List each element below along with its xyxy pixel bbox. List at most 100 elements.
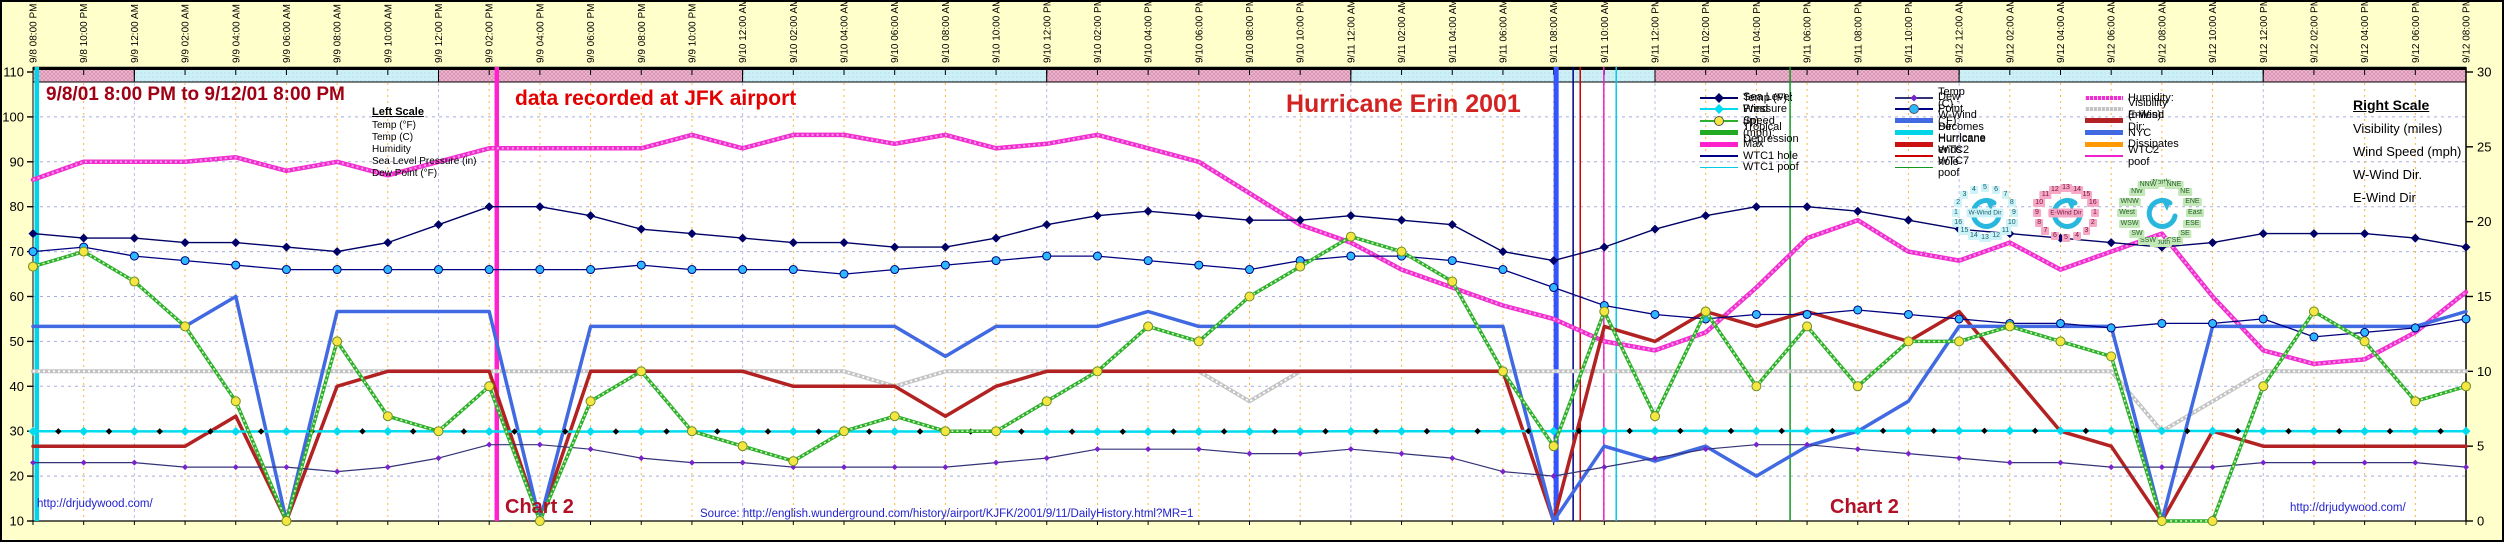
compass-label: 9 — [2010, 209, 2018, 217]
legend-label: WTC1 poof — [1743, 161, 1799, 174]
chart2-label-right: Chart 2 — [1830, 496, 1899, 518]
legend-key-swatch — [2085, 151, 2123, 161]
compass-label: 6 — [2050, 232, 2059, 241]
compass-label: 15 — [1958, 226, 1971, 235]
series-dew-point-f- — [28, 242, 2471, 342]
page-title: Hurricane Erin 2001 — [1286, 90, 1521, 118]
compass-label: 14 — [1967, 232, 1980, 241]
svg-text:9/9 04:00 PM: 9/9 04:00 PM — [535, 4, 546, 63]
svg-text:9/9 08:00 AM: 9/9 08:00 AM — [333, 4, 344, 63]
compass-label: ESE — [2183, 220, 2202, 229]
right-scale-title: Right Scale — [2353, 97, 2430, 113]
svg-text:110: 110 — [3, 65, 24, 80]
svg-text:9/11 08:00 AM: 9/11 08:00 AM — [1549, 0, 1560, 63]
right-scale-item: Visibility (miles) — [2353, 121, 2443, 136]
svg-text:9/12 02:00 PM: 9/12 02:00 PM — [2309, 0, 2320, 63]
legend-label: Wind Speed (mph): — [1743, 102, 1775, 139]
compass-label: 3 — [2082, 226, 2091, 235]
svg-text:90: 90 — [10, 154, 24, 169]
svg-text:9/10 10:00 PM: 9/10 10:00 PM — [1296, 0, 1307, 63]
legend-column: Temp (F).: Sea Level Pressure (in): Wind S… — [1700, 91, 1799, 174]
legend-item: WTC2 hole — [1895, 144, 1986, 168]
drjudywood-url-left: http://drjudywood.com/ — [37, 498, 153, 510]
compass-label: ENE — [2183, 197, 2202, 206]
compass-label: NW — [2129, 187, 2145, 196]
left-scale-items: Temp (°F) Temp (C) Humidity Sea Level Press… — [372, 120, 477, 180]
legend-label: Max — [1743, 138, 1764, 151]
legend-label: WTC1 hole — [1743, 149, 1799, 162]
legend-item: Temp (F).: — [1700, 92, 1799, 104]
legend-key-swatch — [2085, 128, 2123, 138]
compass-label: 7 — [2001, 191, 2010, 200]
svg-text:20: 20 — [2477, 214, 2491, 229]
legend-item: WTC7 poof — [1895, 155, 1986, 179]
compass-label: 5 — [1981, 184, 1989, 192]
svg-text:60: 60 — [10, 289, 24, 304]
svg-text:9/9 02:00 PM: 9/9 02:00 PM — [485, 4, 496, 63]
svg-text:9/9 06:00 PM: 9/9 06:00 PM — [586, 4, 597, 63]
svg-text:9/10 06:00 PM: 9/10 06:00 PM — [1194, 0, 1205, 63]
svg-text:9/12 06:00 AM: 9/12 06:00 AM — [2107, 0, 2118, 63]
compass-label: 4 — [2073, 232, 2082, 241]
compass-label: SW — [2129, 230, 2145, 239]
compass-label: 11 — [1999, 226, 2012, 235]
legend-marker — [1909, 104, 1919, 115]
compass-rose-e-wind-dir: 13 14 15 16 1 2 3 4 5 6 7 8 9 10 11 12 E-Wind Dir — [1996, 158, 2136, 268]
left-scale-item: Sea Level Pressure (in) — [372, 156, 477, 167]
legend-label: Temp (C).: — [1938, 85, 1965, 110]
legend-item: E-Wind Dir: — [2085, 109, 2179, 133]
legend-marker — [1714, 115, 1724, 126]
legend-label: E-Wind Dir: — [2128, 108, 2165, 133]
legend-label: Becomes Hurricane — [1938, 120, 1986, 145]
compass-label: 1 — [1952, 209, 1960, 217]
svg-text:9/12 12:00 PM: 9/12 12:00 PM — [2259, 0, 2270, 63]
svg-text:9/12 02:00 AM: 9/12 02:00 AM — [2005, 0, 2016, 63]
legend-item: WTC1 poof — [1700, 161, 1799, 174]
svg-text:100: 100 — [2, 109, 24, 124]
compass-label: 16 — [2086, 199, 2099, 208]
compass-label: 8 — [2007, 199, 2016, 208]
compass-label: 12 — [2048, 185, 2061, 194]
legend-key-swatch — [1895, 128, 1933, 138]
legend-key-swatch — [2085, 139, 2123, 149]
svg-text:25: 25 — [2477, 139, 2491, 154]
compass-label: North — [2150, 179, 2172, 187]
svg-text:9/10 12:00 AM: 9/10 12:00 AM — [738, 0, 749, 63]
legend-label: Temp (F).: — [1743, 91, 1794, 104]
compass-label: NNW — [2137, 181, 2159, 190]
legend-marker — [1910, 94, 1918, 102]
legend-item: W-Wind Dir: — [1895, 109, 1986, 133]
legend-column: Temp (C).: Dew Point (°F): W-Wind Dir: Beco… — [1895, 86, 1986, 179]
compass-label: 11 — [2039, 191, 2052, 200]
series-temp-c- — [30, 441, 2469, 480]
legend-label: Dissipates — [2128, 138, 2179, 151]
svg-text:9/11 08:00 PM: 9/11 08:00 PM — [1853, 0, 1864, 63]
legend-label: W-Wind Dir: — [1938, 108, 1977, 133]
svg-text:9/11 12:00 AM: 9/11 12:00 AM — [1346, 0, 1357, 63]
legend-key-swatch — [1700, 104, 1738, 115]
legend-item: WTC2 poof — [2085, 144, 2179, 168]
svg-text:9/11 10:00 PM: 9/11 10:00 PM — [1904, 0, 1915, 63]
svg-text:9/9 06:00 AM: 9/9 06:00 AM — [282, 4, 293, 63]
right-scale-item: W-Wind Dir. — [2353, 167, 2423, 182]
compass-label: 1 — [2091, 209, 2099, 217]
legend-item: Humidity: — [2085, 92, 2179, 104]
compass-center-label: E-Wind Dir — [2048, 208, 2084, 218]
legend-marker — [1714, 92, 1724, 103]
svg-text:9/10 02:00 PM: 9/10 02:00 PM — [1093, 0, 1104, 63]
compass-label: NNE — [2164, 181, 2184, 190]
compass-label: 16 — [1952, 218, 1965, 227]
legend-item: Tropical Depression — [1700, 121, 1799, 145]
svg-text:20: 20 — [10, 469, 24, 484]
legend-key-swatch — [1895, 104, 1933, 115]
legend-key-swatch — [2085, 104, 2123, 114]
circular-arrow-icon — [2146, 197, 2178, 229]
legend-item: Max — [1700, 138, 1799, 150]
svg-text:9/11 04:00 PM: 9/11 04:00 PM — [1752, 0, 1763, 63]
chart2-label-left: Chart 2 — [505, 496, 574, 518]
legend-key-swatch — [1895, 116, 1933, 126]
compass-label: SE — [2178, 230, 2192, 239]
left-scale-item: Humidity — [372, 144, 411, 155]
